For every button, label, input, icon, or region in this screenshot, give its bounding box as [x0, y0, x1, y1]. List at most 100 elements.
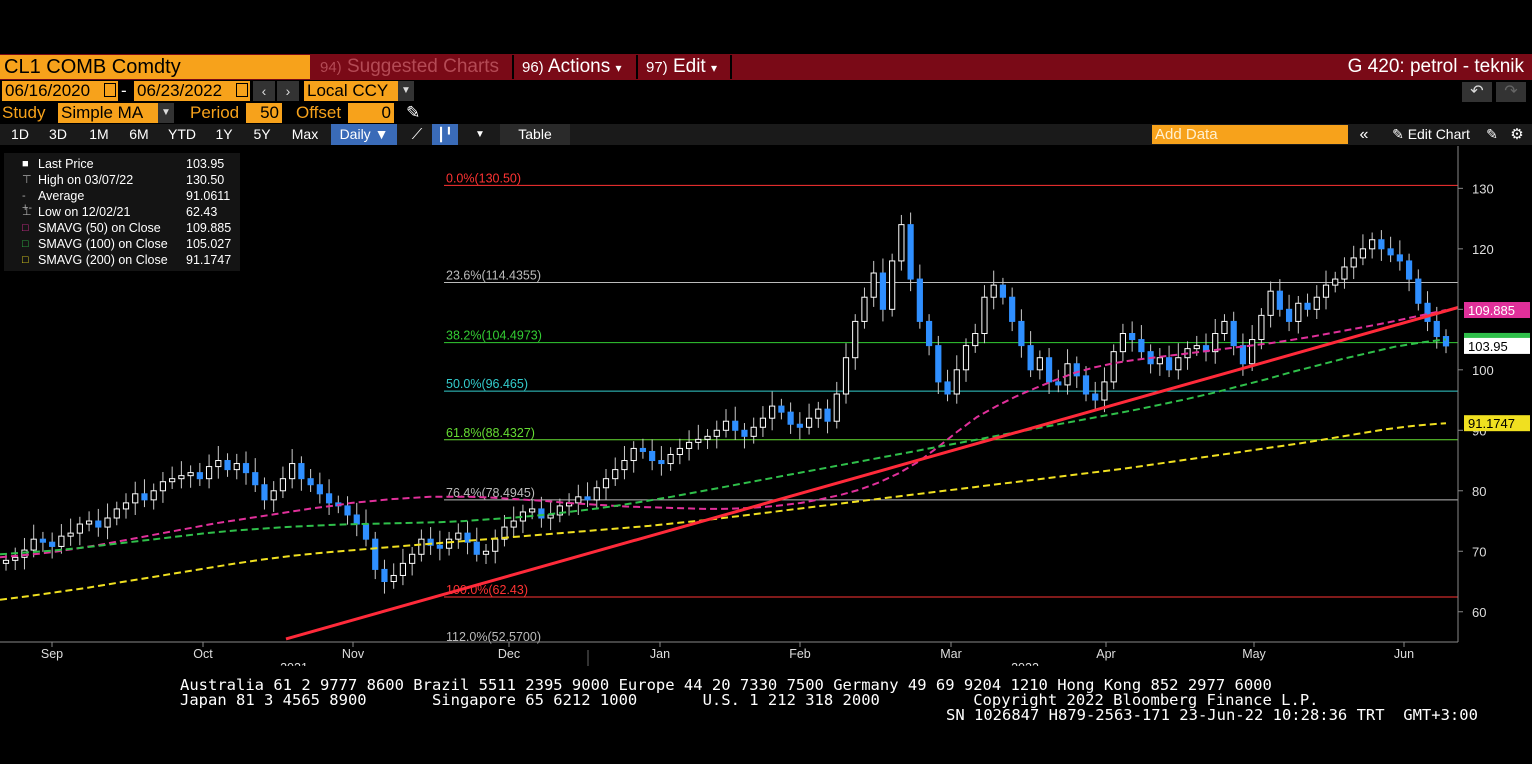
candle-body	[473, 541, 480, 555]
gear-icon[interactable]: ⚙	[1510, 126, 1524, 143]
legend-name: SMAVG (200) on Close	[38, 253, 168, 267]
candle-body	[510, 520, 517, 528]
line-chart-icon[interactable]: ⟋	[411, 126, 423, 143]
legend-row[interactable]: ⊥ Low on 12/02/21 62.43	[4, 204, 240, 220]
offset-input[interactable]: 0	[348, 103, 394, 123]
redo-icon[interactable]: ↷	[1496, 82, 1526, 102]
legend-row[interactable]: -+- Average 91.0611	[4, 188, 240, 214]
candle-body	[1387, 248, 1394, 256]
actions-menu-button[interactable]: 96) Actions ▾	[516, 55, 638, 79]
menu-number: 96)	[522, 59, 544, 76]
tab-3d[interactable]: 3D	[49, 126, 67, 142]
candle-body	[750, 426, 757, 437]
legend-row[interactable]: □ SMAVG (200) on Close 91.1747	[4, 252, 240, 268]
suggested-charts-button[interactable]: 94) Suggested Charts	[314, 55, 514, 79]
undo-icon[interactable]: ↶	[1462, 82, 1492, 102]
candle-body	[916, 278, 923, 322]
candle-body	[898, 224, 905, 262]
candle-body	[1073, 363, 1080, 377]
candle-body	[39, 538, 47, 543]
legend-value: 109.885	[186, 221, 232, 235]
edit-menu-button[interactable]: 97) Edit ▾	[640, 55, 732, 79]
price-chart[interactable]: 0.0%(130.50) 23.6%(114.4355) 38.2%(104.497…	[0, 146, 1532, 666]
collapse-icon[interactable]: «	[1359, 126, 1369, 143]
candle-body	[612, 469, 619, 480]
candle-body	[925, 320, 933, 347]
candle-body	[178, 475, 185, 480]
chevron-down-icon[interactable]: ▼	[475, 129, 485, 140]
square-outline-icon: □	[22, 238, 29, 250]
tab-ytd[interactable]: YTD	[168, 126, 196, 142]
footer-session-line: SN 1026847 H879-2563-171 23-Jun-22 10:28…	[946, 706, 1478, 724]
screen-title: G 420: petrol - teknik	[1347, 56, 1524, 77]
chevron-down-icon[interactable]: ▼	[398, 81, 414, 101]
ticker-field[interactable]: CL1 COMB Comdty	[0, 55, 310, 79]
candle-body	[1332, 278, 1339, 286]
study-value: Simple MA	[61, 103, 144, 122]
trend-line	[285, 306, 1459, 641]
candle-body	[132, 493, 139, 504]
calendar-icon[interactable]	[104, 83, 116, 97]
candle-body	[325, 493, 333, 504]
chevron-down-icon[interactable]: ▼	[158, 103, 174, 123]
candle-body	[1239, 345, 1247, 365]
fib-label: 76.4%(78.4945)	[446, 486, 535, 500]
edit-icon[interactable]: ✎	[1486, 126, 1498, 142]
candle-body	[1175, 357, 1182, 371]
candlestick-icon[interactable]: ┃╹	[432, 124, 458, 145]
candle-body	[2, 559, 10, 564]
table-button[interactable]: Table	[500, 124, 570, 145]
next-period-button[interactable]: ›	[277, 81, 299, 101]
candle-body	[30, 538, 37, 551]
candle-body	[353, 514, 360, 525]
add-data-input[interactable]: Add Data	[1152, 125, 1348, 144]
legend-row[interactable]: ⊤ High on 03/07/22 130.50	[4, 172, 240, 188]
menu-number: 97)	[646, 59, 668, 76]
axes: 60708090100110120130SepOctNovDecJanFebMa…	[0, 146, 1530, 666]
candle-body	[1313, 296, 1320, 310]
moving-averages	[0, 306, 1459, 641]
candle-body	[1027, 345, 1034, 371]
sma50-line	[0, 309, 1447, 559]
candle-body	[159, 481, 167, 492]
x-tick-label: Mar	[940, 647, 962, 661]
x-tick-label: Dec	[498, 647, 520, 661]
candle-body	[1424, 302, 1431, 322]
candle-body	[944, 381, 951, 395]
tab-1m[interactable]: 1M	[89, 126, 109, 142]
calendar-icon[interactable]	[236, 83, 248, 97]
high-marker-icon: ⊤	[22, 174, 32, 186]
candle-body	[427, 538, 434, 546]
candle-body	[1101, 381, 1108, 401]
legend-row[interactable]: □ SMAVG (50) on Close 109.885	[4, 220, 240, 236]
tab-max[interactable]: Max	[291, 126, 319, 142]
edit-chart-button[interactable]: ✎ Edit Chart	[1382, 124, 1480, 145]
pencil-icon[interactable]: ✎	[406, 103, 421, 122]
legend-row[interactable]: □ SMAVG (100) on Close 105.027	[4, 236, 240, 252]
candle-body	[1433, 320, 1440, 338]
legend-row[interactable]: ■ Last Price 103.95	[4, 156, 240, 172]
prev-period-button[interactable]: ‹	[253, 81, 275, 101]
currency-select[interactable]: Local CCY	[304, 81, 414, 101]
candle-body	[104, 517, 111, 528]
candle-body	[833, 393, 840, 422]
study-select[interactable]: Simple MA	[58, 103, 174, 123]
tab-1d[interactable]: 1D	[11, 126, 29, 142]
candle-body	[907, 224, 914, 280]
tab-6m[interactable]: 6M	[129, 126, 149, 142]
tab-5y[interactable]: 5Y	[253, 126, 271, 142]
candle-body	[1193, 345, 1200, 350]
candle-body	[21, 549, 28, 558]
tab-1y[interactable]: 1Y	[215, 126, 233, 142]
period-label: Period	[190, 103, 240, 122]
candle-body	[1212, 333, 1219, 353]
start-date-field[interactable]: 06/16/2020	[2, 81, 118, 101]
candle-body	[1082, 375, 1090, 395]
legend-name: Last Price	[38, 157, 94, 171]
candle-body	[49, 541, 56, 547]
end-date-field[interactable]: 06/23/2022	[134, 81, 250, 101]
candle-body	[741, 429, 748, 437]
candle-body	[270, 490, 277, 501]
frequency-select[interactable]: Daily ▼	[331, 124, 397, 145]
period-input[interactable]: 50	[246, 103, 282, 123]
